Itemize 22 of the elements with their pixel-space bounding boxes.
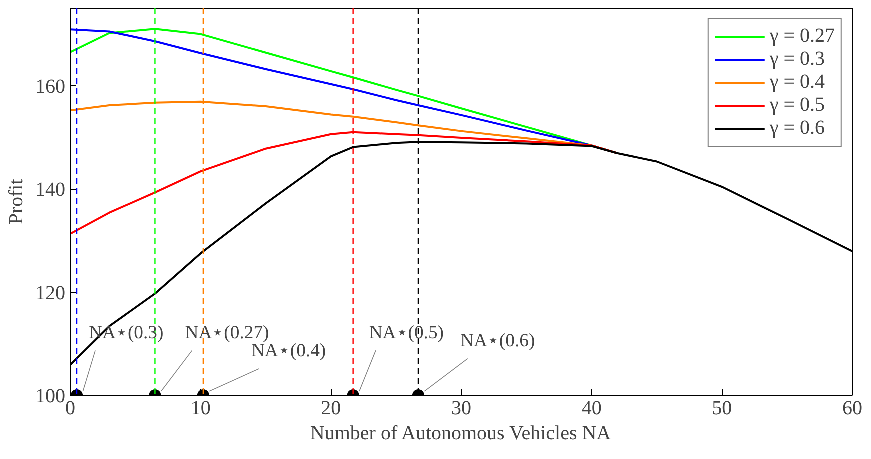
legend-label: γ = 0.5 [770, 94, 825, 117]
annotation: NA⋆(0.5) [369, 322, 444, 344]
legend-label: γ = 0.3 [770, 48, 825, 71]
x-tick-label: 10 [190, 398, 211, 420]
legend-label: γ = 0.4 [770, 71, 825, 94]
legend-label: γ = 0.27 [770, 25, 835, 48]
y-tick-label: 160 [36, 76, 66, 98]
y-tick-label: 140 [36, 179, 66, 202]
x-tick-label: 30 [452, 398, 472, 420]
annotation: NA⋆(0.27) [185, 322, 270, 344]
y-tick-label: 100 [36, 386, 66, 408]
annotation: NA⋆(0.4) [251, 340, 326, 362]
y-tick-label: 120 [36, 282, 66, 304]
x-tick-label: 60 [842, 398, 862, 420]
x-axis-title: Number of Autonomous Vehicles NA [310, 422, 612, 444]
x-tick-label: 40 [582, 398, 602, 420]
x-tick-label: 50 [712, 398, 732, 420]
x-tick-label: 20 [321, 398, 342, 420]
annotation: NA⋆(0.6) [460, 330, 536, 352]
y-axis-title: Profit [6, 178, 28, 225]
legend-label: γ = 0.6 [770, 117, 825, 140]
x-tick-label: 0 [66, 398, 76, 420]
